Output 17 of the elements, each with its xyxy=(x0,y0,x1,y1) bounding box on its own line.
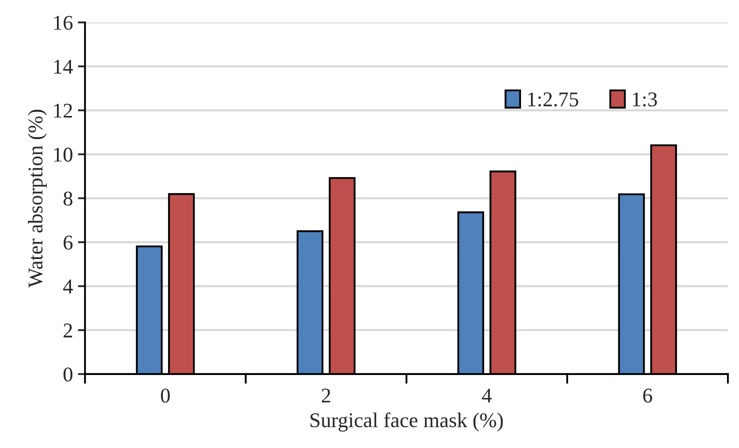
x-tick-label: 4 xyxy=(482,388,492,402)
y-axis-title: Water absorption (%) xyxy=(28,110,47,288)
x-axis-title: Surgical face mask (%) xyxy=(310,412,503,432)
y-tick-label: 10 xyxy=(54,148,72,162)
legend-label: 1:2.75 xyxy=(528,92,578,107)
x-tick-label: 6 xyxy=(643,388,652,403)
y-tick-label: 12 xyxy=(54,104,72,118)
y-tick-label: 4 xyxy=(63,280,73,294)
y-tick-label: 2 xyxy=(64,324,72,338)
legend-label: 1:3 xyxy=(632,92,657,107)
x-tick-label: 0 xyxy=(160,388,170,403)
y-tick-label: 14 xyxy=(54,60,73,74)
x-tick-label: 2 xyxy=(322,388,330,402)
y-tick-label: 8 xyxy=(64,192,72,206)
y-tick-label: 6 xyxy=(64,236,73,250)
y-tick-label: 16 xyxy=(54,16,73,30)
y-tick-label: 0 xyxy=(64,367,72,382)
